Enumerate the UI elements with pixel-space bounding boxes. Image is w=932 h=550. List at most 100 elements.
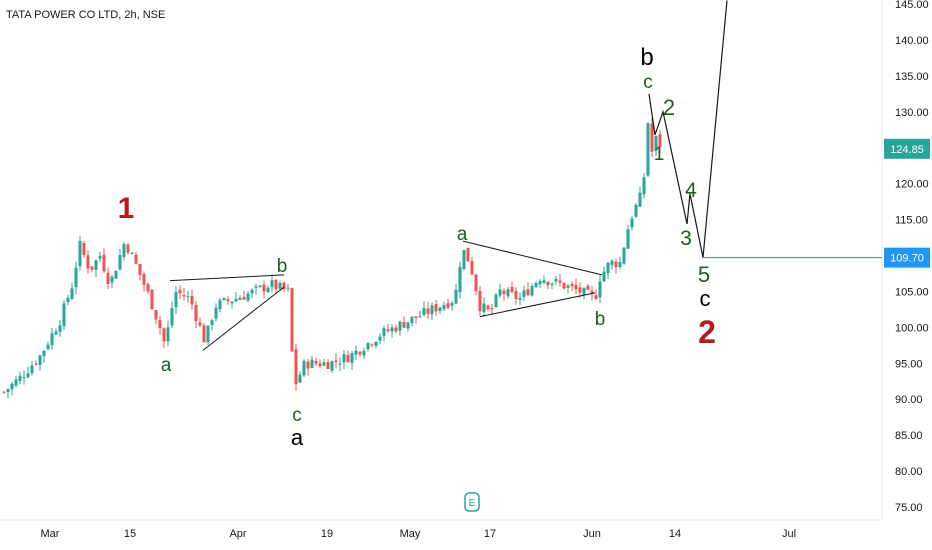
candle	[26, 373, 30, 378]
candle	[422, 308, 426, 315]
candle	[374, 341, 378, 346]
candle	[86, 255, 90, 269]
target-price-label: 109.70	[890, 253, 924, 265]
candle	[382, 328, 386, 336]
candle	[446, 303, 450, 308]
candle	[546, 281, 550, 285]
triangle-lower-line	[479, 292, 596, 318]
candle	[30, 365, 34, 374]
candle	[414, 316, 418, 318]
candle	[90, 266, 94, 270]
candle	[474, 274, 478, 292]
target-price-badge	[884, 247, 930, 268]
candle	[70, 288, 74, 300]
candle	[310, 359, 314, 368]
last-price-badge	[884, 138, 930, 159]
candle	[634, 204, 638, 217]
candle	[358, 351, 362, 355]
candle	[74, 267, 78, 288]
candle	[270, 280, 274, 288]
candle	[562, 282, 566, 289]
candle	[442, 305, 446, 310]
wave-label: a	[457, 224, 468, 245]
candle	[574, 285, 578, 290]
candle	[394, 327, 398, 332]
time-tick-label: 19	[321, 528, 333, 540]
candle	[370, 344, 374, 346]
candle	[190, 296, 194, 305]
candle	[170, 308, 174, 326]
candle	[526, 289, 530, 296]
wave-label: b	[277, 256, 288, 277]
candle	[470, 261, 474, 275]
candle	[62, 303, 66, 327]
candle	[602, 271, 606, 282]
candle	[438, 307, 442, 311]
time-tick-label: Mar	[41, 528, 60, 540]
candle	[426, 308, 430, 314]
candle	[298, 374, 302, 383]
candle	[290, 288, 294, 352]
projection-path	[648, 0, 728, 258]
candle	[570, 283, 574, 287]
time-tick-label: 15	[124, 528, 136, 540]
candle	[418, 316, 422, 318]
price-tick-label: 100.00	[895, 322, 929, 334]
time-tick-label: May	[400, 528, 421, 540]
price-tick-label: 90.00	[895, 394, 923, 406]
candle	[210, 320, 214, 325]
wave-label: 4	[685, 179, 697, 202]
candle	[614, 261, 618, 268]
candle	[590, 290, 594, 294]
candle	[538, 281, 542, 285]
candle	[494, 294, 498, 307]
candle	[46, 344, 50, 349]
candle	[334, 360, 338, 362]
candle	[258, 285, 262, 287]
candle	[326, 362, 330, 370]
wave-label: 5	[698, 262, 710, 287]
candle	[402, 321, 406, 328]
wave-label: c	[643, 72, 653, 93]
candle	[606, 262, 610, 274]
candle	[118, 255, 122, 270]
candle	[390, 327, 394, 332]
last-price-label: 124.85	[890, 144, 924, 156]
candle	[142, 273, 146, 285]
candle	[486, 305, 490, 310]
candle	[398, 321, 402, 331]
price-tick-label: 120.00	[895, 179, 929, 191]
candle	[130, 252, 134, 255]
candle	[266, 287, 270, 292]
candle	[250, 289, 254, 294]
candle	[274, 279, 278, 290]
candle	[626, 229, 630, 249]
candle	[2, 391, 6, 393]
candle	[658, 134, 662, 147]
candle	[306, 361, 310, 369]
candle	[278, 282, 282, 289]
triangle-lower-line	[202, 286, 285, 351]
event-label: E	[469, 498, 476, 509]
candle	[54, 331, 58, 335]
candle	[510, 287, 514, 292]
candle	[82, 243, 86, 255]
candle	[482, 303, 486, 313]
candle	[566, 285, 570, 288]
candle	[178, 289, 182, 294]
triangle-upper-line	[169, 274, 285, 282]
candle	[362, 351, 366, 356]
candle	[134, 254, 138, 264]
candle	[598, 281, 602, 298]
candle	[6, 389, 10, 393]
time-tick-label: 17	[484, 528, 496, 540]
candle	[462, 250, 466, 270]
candle	[114, 270, 118, 279]
candle	[354, 350, 358, 355]
candle	[502, 290, 506, 295]
candle	[214, 307, 218, 319]
candle	[198, 322, 202, 326]
time-tick-label: Apr	[229, 528, 246, 540]
candle	[22, 377, 26, 379]
